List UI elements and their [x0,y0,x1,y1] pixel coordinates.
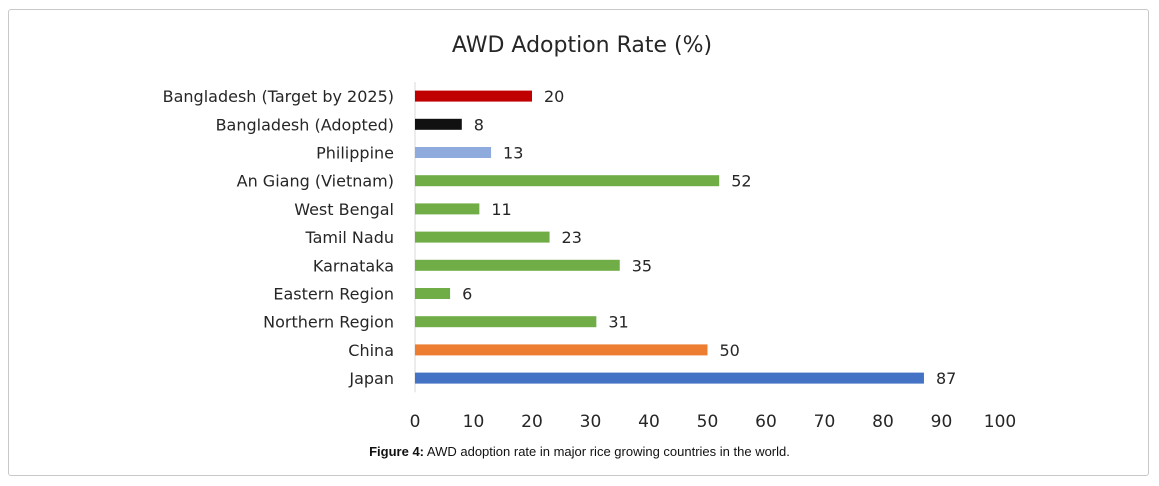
x-tick-label: 60 [755,412,777,432]
data-label: 52 [731,172,751,191]
category-label: West Bengal [294,200,394,219]
x-tick-label: 0 [410,412,421,432]
bar [415,372,924,384]
bar [415,231,550,243]
data-label: 23 [562,228,582,247]
bar [415,118,462,130]
x-tick-label: 10 [463,412,485,432]
category-label: China [348,341,394,360]
x-tick-label: 80 [872,412,894,432]
bar [415,147,492,158]
category-label: Bangladesh (Adopted) [216,115,394,134]
x-tick-label: 40 [638,412,660,432]
data-label: 35 [632,256,652,275]
x-tick-label: 100 [984,412,1016,432]
category-label: An Giang (Vietnam) [237,172,394,191]
data-label: 13 [503,144,523,163]
figure-caption: Figure 4: AWD adoption rate in major ric… [0,444,1159,459]
category-label: Northern Region [263,313,394,332]
chart-title: AWD Adoption Rate (%) [452,33,712,58]
x-tick-label: 50 [697,412,719,432]
category-label: Karnataka [313,256,394,275]
data-label: 31 [608,313,628,332]
x-tick-label: 70 [814,412,836,432]
category-label: Japan [348,369,394,388]
category-label: Bangladesh (Target by 2025) [163,87,394,106]
bar [415,259,620,271]
x-tick-label: 30 [580,412,602,432]
caption-text: AWD adoption rate in major rice growing … [424,444,790,459]
data-label: 11 [491,200,511,219]
data-label: 50 [720,341,740,360]
category-label: Eastern Region [273,285,394,304]
x-tick-label: 20 [521,412,543,432]
x-tick-label: 90 [931,412,953,432]
bar [415,203,480,215]
bar [415,288,451,299]
bar [415,90,532,102]
bar [415,344,708,356]
bar-chart: AWD Adoption Rate (%) Bangladesh (Target … [163,33,1017,432]
caption-label: Figure 4: [369,444,425,459]
category-label: Philippine [316,144,394,163]
data-label: 87 [936,369,956,388]
data-label: 6 [462,285,472,304]
figure-frame [8,9,1149,476]
bar [415,316,597,328]
data-label: 8 [474,115,484,134]
data-label: 20 [544,87,564,106]
bar [415,175,720,187]
category-label: Tamil Nadu [304,228,394,247]
